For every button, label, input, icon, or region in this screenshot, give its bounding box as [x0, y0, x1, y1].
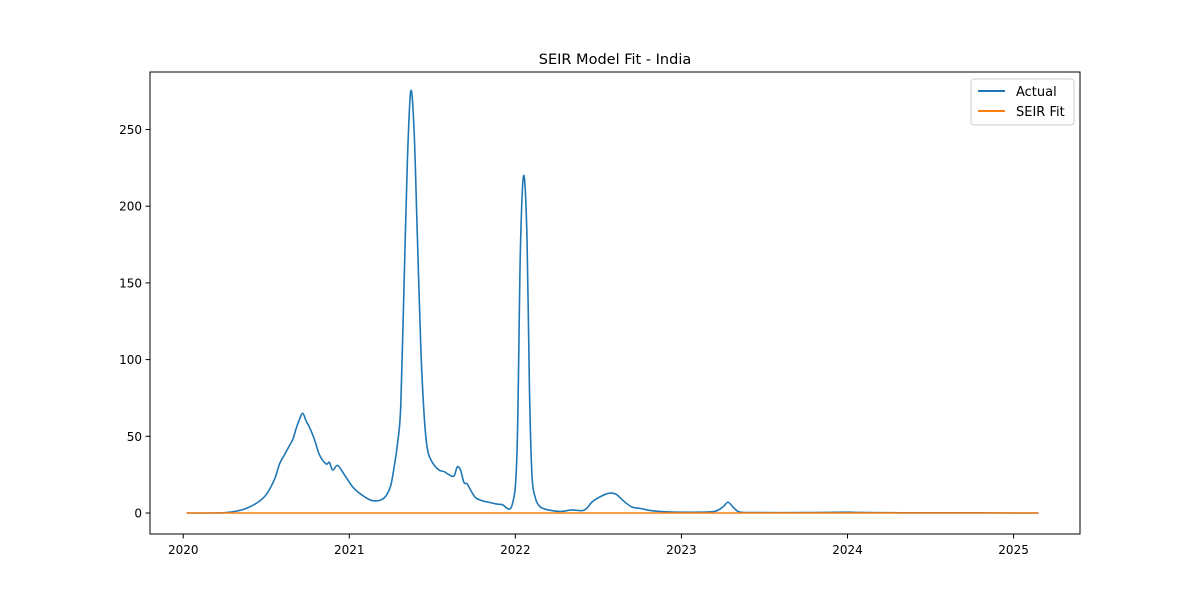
- y-tick-label: 150: [119, 276, 142, 290]
- x-axis: 2020 2021 2022 2023 2024 2025: [168, 534, 1029, 557]
- y-axis: 0 50 100 150 200 250: [119, 123, 150, 520]
- y-tick-label: 100: [119, 353, 142, 367]
- legend-label-actual: Actual: [1016, 85, 1057, 100]
- x-tick-label: 2020: [168, 543, 199, 557]
- x-tick-label: 2021: [334, 543, 365, 557]
- plot-frame: [149, 71, 1081, 535]
- chart-title: SEIR Model Fit - India: [539, 52, 692, 68]
- x-tick-label: 2024: [832, 543, 863, 557]
- x-tick-label: 2022: [500, 543, 531, 557]
- y-tick-label: 250: [119, 123, 142, 137]
- series-layer: [186, 89, 1039, 514]
- series-line-actual: [186, 89, 1039, 514]
- legend-label-seir-fit: SEIR Fit: [1016, 105, 1065, 120]
- x-tick-label: 2023: [666, 543, 697, 557]
- y-tick-label: 200: [119, 200, 142, 214]
- legend: Actual SEIR Fit: [970, 78, 1075, 126]
- y-tick-label: 50: [127, 430, 142, 444]
- y-tick-label: 0: [134, 506, 142, 520]
- x-tick-label: 2025: [998, 543, 1029, 557]
